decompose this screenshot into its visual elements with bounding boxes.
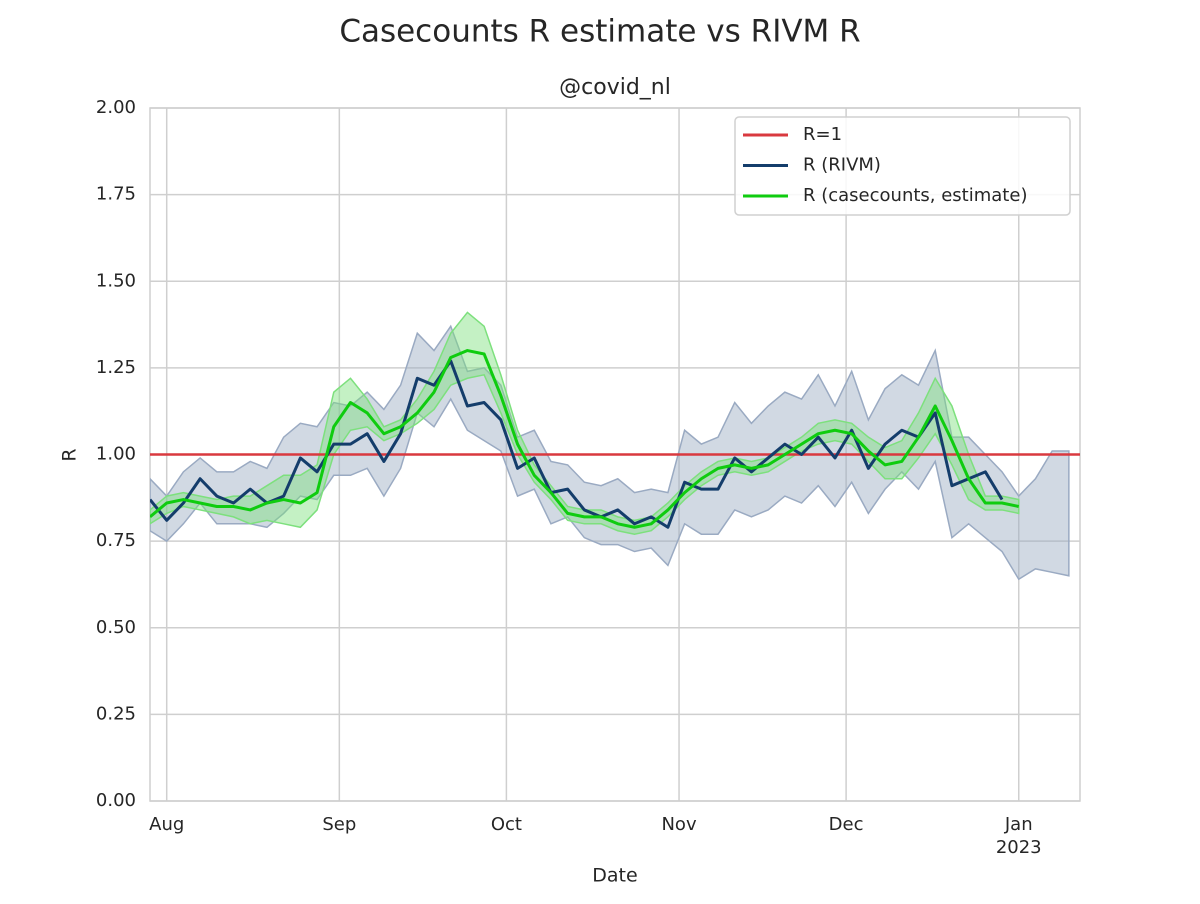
- y-axis-label: R: [59, 448, 81, 461]
- legend-label: R (RIVM): [803, 155, 881, 176]
- x-tick-label: Dec: [829, 814, 864, 835]
- confidence-band: [150, 311, 1020, 535]
- x-tick-label: Sep: [322, 814, 356, 835]
- y-tick-label: 0.00: [96, 790, 136, 811]
- y-tick-label: 1.00: [96, 444, 136, 465]
- y-tick-label: 0.75: [96, 530, 136, 551]
- y-tick-label: 2.00: [96, 97, 136, 118]
- y-tick-label: 0.50: [96, 617, 136, 638]
- legend-label: R (casecounts, estimate): [803, 185, 1027, 206]
- chart-subtitle: @covid_nl: [559, 75, 671, 100]
- y-tick-label: 1.25: [96, 357, 136, 378]
- chart-title: Casecounts R estimate vs RIVM R: [339, 14, 860, 50]
- legend-box: [734, 116, 1071, 216]
- legend-label: R=1: [803, 124, 842, 145]
- x-tick-label: Oct: [491, 814, 522, 835]
- x-tick-label: Aug: [149, 814, 184, 835]
- y-tick-label: 1.50: [96, 270, 136, 291]
- x-axis-label: Date: [592, 865, 637, 887]
- x-tick-label: Nov: [661, 814, 696, 835]
- x-tick-label: Jan: [1004, 814, 1033, 835]
- series-line: [150, 359, 1004, 529]
- y-tick-label: 1.75: [96, 184, 136, 205]
- x-tick-label: 2023: [996, 837, 1042, 858]
- y-tick-label: 0.25: [96, 703, 136, 724]
- confidence-band: [150, 324, 1070, 581]
- series-line: [150, 349, 1020, 529]
